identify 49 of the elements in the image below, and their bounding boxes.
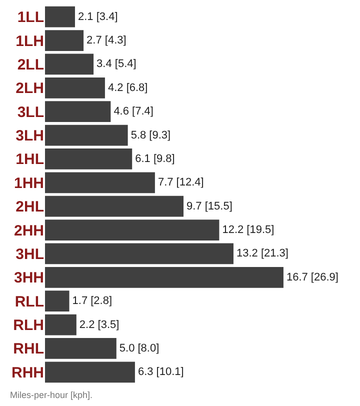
bar [45,338,116,359]
data-label: 1.7 [2.8] [72,295,112,308]
bar [45,362,135,383]
bar [45,243,234,264]
data-label: 9.7 [15.5] [186,200,232,212]
y-tick-label: 2LH [16,80,44,98]
bar [45,196,184,217]
y-tick-label: RHH [12,364,44,382]
data-label: 6.1 [9.8] [135,152,175,165]
y-tick-label: 3LH [16,128,44,145]
data-label: 3.4 [5.4] [96,58,136,70]
y-tick-label: RHL [13,340,44,358]
bar [45,314,76,336]
y-tick-label: 2LL [17,56,44,74]
y-tick-label: 2HH [14,222,44,240]
data-label: 2.1 [3.4] [78,10,118,23]
data-label: 13.2 [21.3] [236,248,288,260]
y-tick-label: 1HH [14,174,44,192]
y-tick-label: 2HL [16,198,44,216]
data-label: 2.7 [4.3] [86,34,126,47]
bar [45,290,70,312]
y-tick-label: 1HL [16,151,44,168]
y-tick-label: 3LL [17,104,44,121]
data-label: 16.7 [26.9] [286,271,338,284]
y-tick-label: 3HH [14,270,44,287]
bar [45,220,220,240]
y-tick-label: 1LH [16,32,44,50]
data-label: 12.2 [19.5] [222,224,274,236]
bar [45,101,111,122]
y-tick-label: 3HL [16,246,44,263]
y-tick-label: RLL [14,293,44,310]
bar [45,30,84,51]
y-tick-label: RLH [13,317,44,334]
data-label: 5.8 [9.3] [130,129,171,142]
bar [45,172,155,194]
data-label: 6.3 [10.1] [138,366,184,378]
bar [45,77,105,98]
data-label: 7.7 [12.4] [158,176,204,189]
bar [45,6,75,28]
y-tick-label: 1LL [17,9,44,26]
data-label: 2.2 [3.5] [79,318,120,331]
bar [45,266,284,288]
bar [45,54,94,75]
text: Miles-per-hour [kph]. [10,390,93,400]
bar [45,148,132,170]
data-label: 4.2 [6.8] [108,82,148,94]
data-label: 4.6 [7.4] [114,106,154,118]
data-label: 5.0 [8.0] [119,342,160,354]
bar [45,124,128,146]
